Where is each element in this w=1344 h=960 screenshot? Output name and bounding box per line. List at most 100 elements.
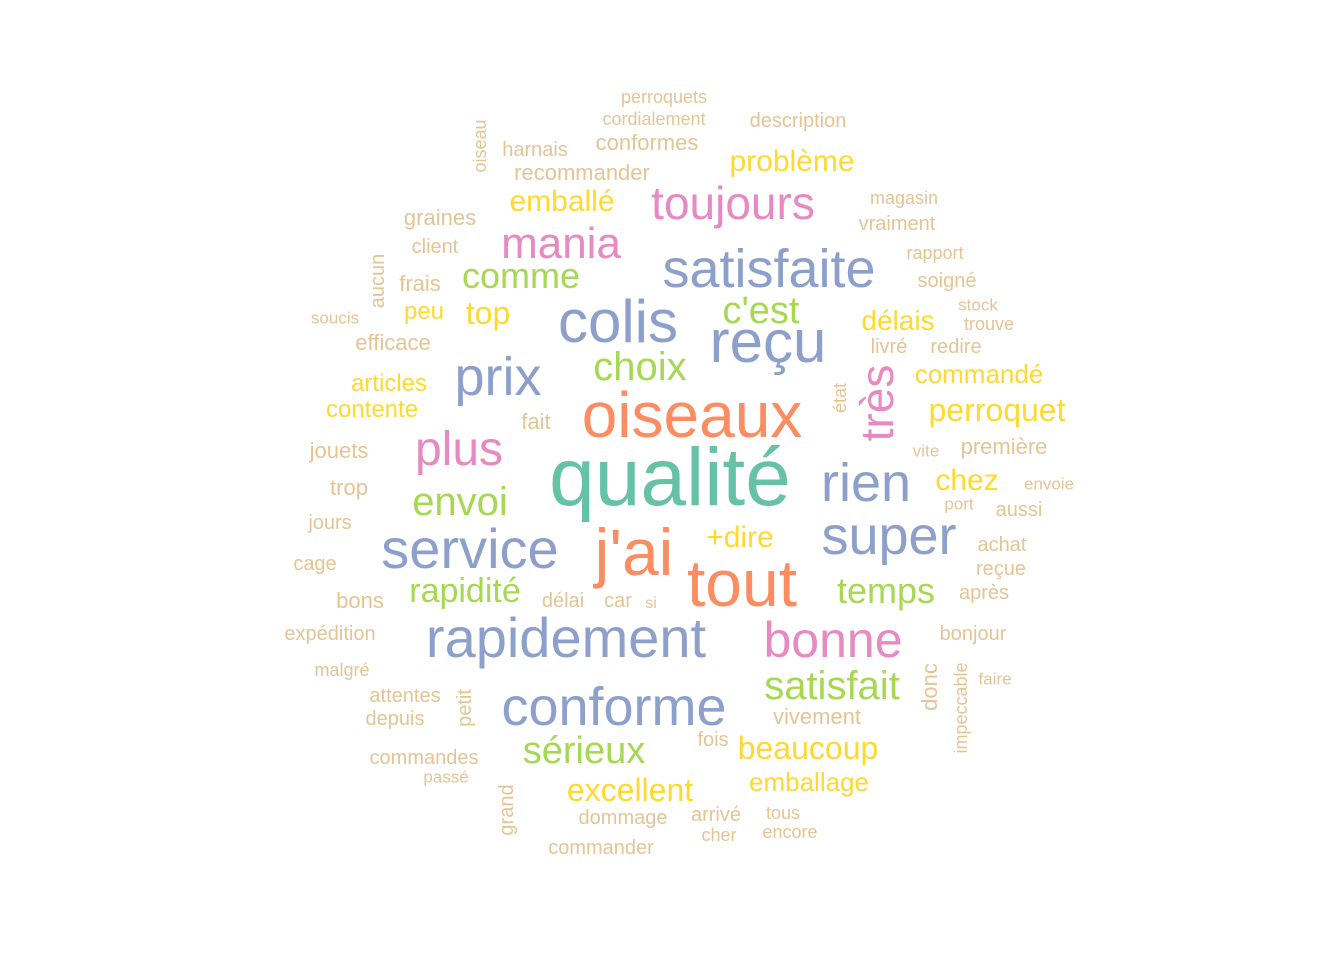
- word-satisfaite: satisfaite: [662, 239, 876, 299]
- word-perroquets: perroquets: [620, 87, 708, 107]
- word-bonne: bonne: [763, 612, 903, 668]
- word-stock: stock: [958, 295, 998, 315]
- word-comme: comme: [461, 255, 581, 296]
- word-emballage: emballage: [749, 767, 869, 797]
- word-passe: passé: [423, 767, 469, 787]
- word-perroquet: perroquet: [928, 392, 1066, 428]
- word-aucun: aucun: [367, 253, 389, 309]
- word-beaucoup: beaucoup: [737, 730, 879, 766]
- word-description: description: [749, 110, 847, 132]
- word-bons: bons: [336, 588, 384, 613]
- word-emballe: emballé: [509, 185, 615, 218]
- word-dommage: dommage: [578, 807, 668, 829]
- word-contente: contente: [325, 396, 419, 423]
- word-commander: commander: [548, 837, 654, 859]
- word-serieux: sérieux: [522, 730, 646, 772]
- word-car: car: [604, 590, 632, 612]
- word-vraiment: vraiment: [858, 213, 936, 235]
- word-livre: livré: [870, 336, 908, 358]
- word-mania: mania: [501, 219, 621, 268]
- word-vivement: vivement: [772, 704, 862, 729]
- word-commandes: commandes: [369, 747, 479, 769]
- word-recommander: recommander: [514, 160, 650, 185]
- word-harnais: harnais: [502, 139, 568, 161]
- word-c-est: c'est: [722, 290, 800, 332]
- word-donc: donc: [917, 663, 942, 711]
- word-vite: vite: [912, 441, 940, 461]
- word-delai: délai: [541, 590, 585, 612]
- word-peu: peu: [403, 298, 445, 325]
- word-rapport: rapport: [906, 243, 964, 263]
- word-petit: petit: [454, 689, 476, 727]
- word-faire: faire: [978, 669, 1012, 689]
- word-depuis: depuis: [365, 708, 425, 730]
- word-rapidite: rapidité: [409, 572, 521, 610]
- word-rien: rien: [820, 453, 912, 513]
- word-conformes: conformes: [595, 130, 699, 155]
- word-cher: cher: [701, 825, 737, 845]
- word-achat: achat: [977, 534, 1027, 556]
- word-j-ai: j'ai: [594, 515, 674, 589]
- word-encore: encore: [762, 822, 818, 842]
- word-plus: plus: [414, 423, 504, 476]
- word-magasin: magasin: [869, 188, 939, 208]
- word-attentes: attentes: [369, 685, 441, 707]
- word-qualite: qualité: [549, 432, 791, 523]
- word-arrive: arrivé: [690, 804, 742, 826]
- word-soigne: soigné: [917, 270, 977, 292]
- word-fois: fois: [697, 729, 729, 751]
- word-chez: chez: [935, 464, 999, 497]
- word-recu: reçu: [709, 308, 827, 375]
- word-apres: après: [958, 582, 1010, 604]
- word-commande: commandé: [914, 359, 1044, 389]
- word-aussi: aussi: [995, 499, 1043, 521]
- word-choix: choix: [593, 345, 687, 389]
- word-cage: cage: [293, 553, 337, 575]
- word-tres: très: [851, 364, 903, 442]
- word-grand: grand: [496, 784, 518, 836]
- word-envoie: envoie: [1023, 474, 1075, 494]
- word-oiseaux: oiseaux: [581, 379, 803, 451]
- word-malgre: malgré: [314, 660, 370, 680]
- word-efficace: efficace: [355, 330, 431, 355]
- word-rapidement: rapidement: [425, 606, 707, 669]
- word-port: port: [944, 494, 974, 514]
- word-client: client: [411, 236, 459, 258]
- word-premiere: première: [960, 434, 1048, 459]
- word-tous: tous: [765, 803, 801, 823]
- word-excellent: excellent: [566, 772, 694, 808]
- word-tout: tout: [686, 546, 798, 620]
- word-cordialement: cordialement: [602, 109, 706, 129]
- word-trop: trop: [330, 475, 368, 500]
- word-conforme: conforme: [501, 677, 727, 737]
- word-jours: jours: [308, 512, 352, 534]
- word-recue: reçue: [975, 558, 1027, 580]
- word-probleme: problème: [729, 145, 855, 178]
- word-soucis: soucis: [310, 308, 360, 328]
- word-etat: état: [830, 382, 850, 414]
- word-expedition: expédition: [284, 623, 376, 645]
- word-jouets: jouets: [309, 438, 369, 463]
- word-envoi: envoi: [412, 480, 508, 524]
- word-prix: prix: [454, 347, 542, 407]
- word-temps: temps: [836, 570, 936, 611]
- word-bonjour: bonjour: [939, 623, 1007, 645]
- word-delais: délais: [861, 305, 935, 336]
- word-top: top: [465, 295, 511, 331]
- word-graines: graines: [403, 205, 477, 230]
- word-articles: articles: [350, 370, 428, 397]
- word-fait: fait: [521, 409, 551, 434]
- word-oiseau: oiseau: [470, 119, 490, 173]
- word-impeccable: impeccable: [951, 662, 971, 754]
- word-toujours: toujours: [651, 177, 815, 229]
- word-dire: +dire: [706, 521, 774, 554]
- word-redire: redire: [930, 336, 982, 358]
- word-colis: colis: [557, 288, 679, 355]
- word-si: si: [645, 595, 657, 612]
- word-frais: frais: [399, 271, 441, 296]
- word-super: super: [821, 506, 957, 566]
- word-satisfait: satisfait: [764, 664, 900, 708]
- word-trouve: trouve: [963, 314, 1015, 334]
- word-service: service: [381, 517, 559, 580]
